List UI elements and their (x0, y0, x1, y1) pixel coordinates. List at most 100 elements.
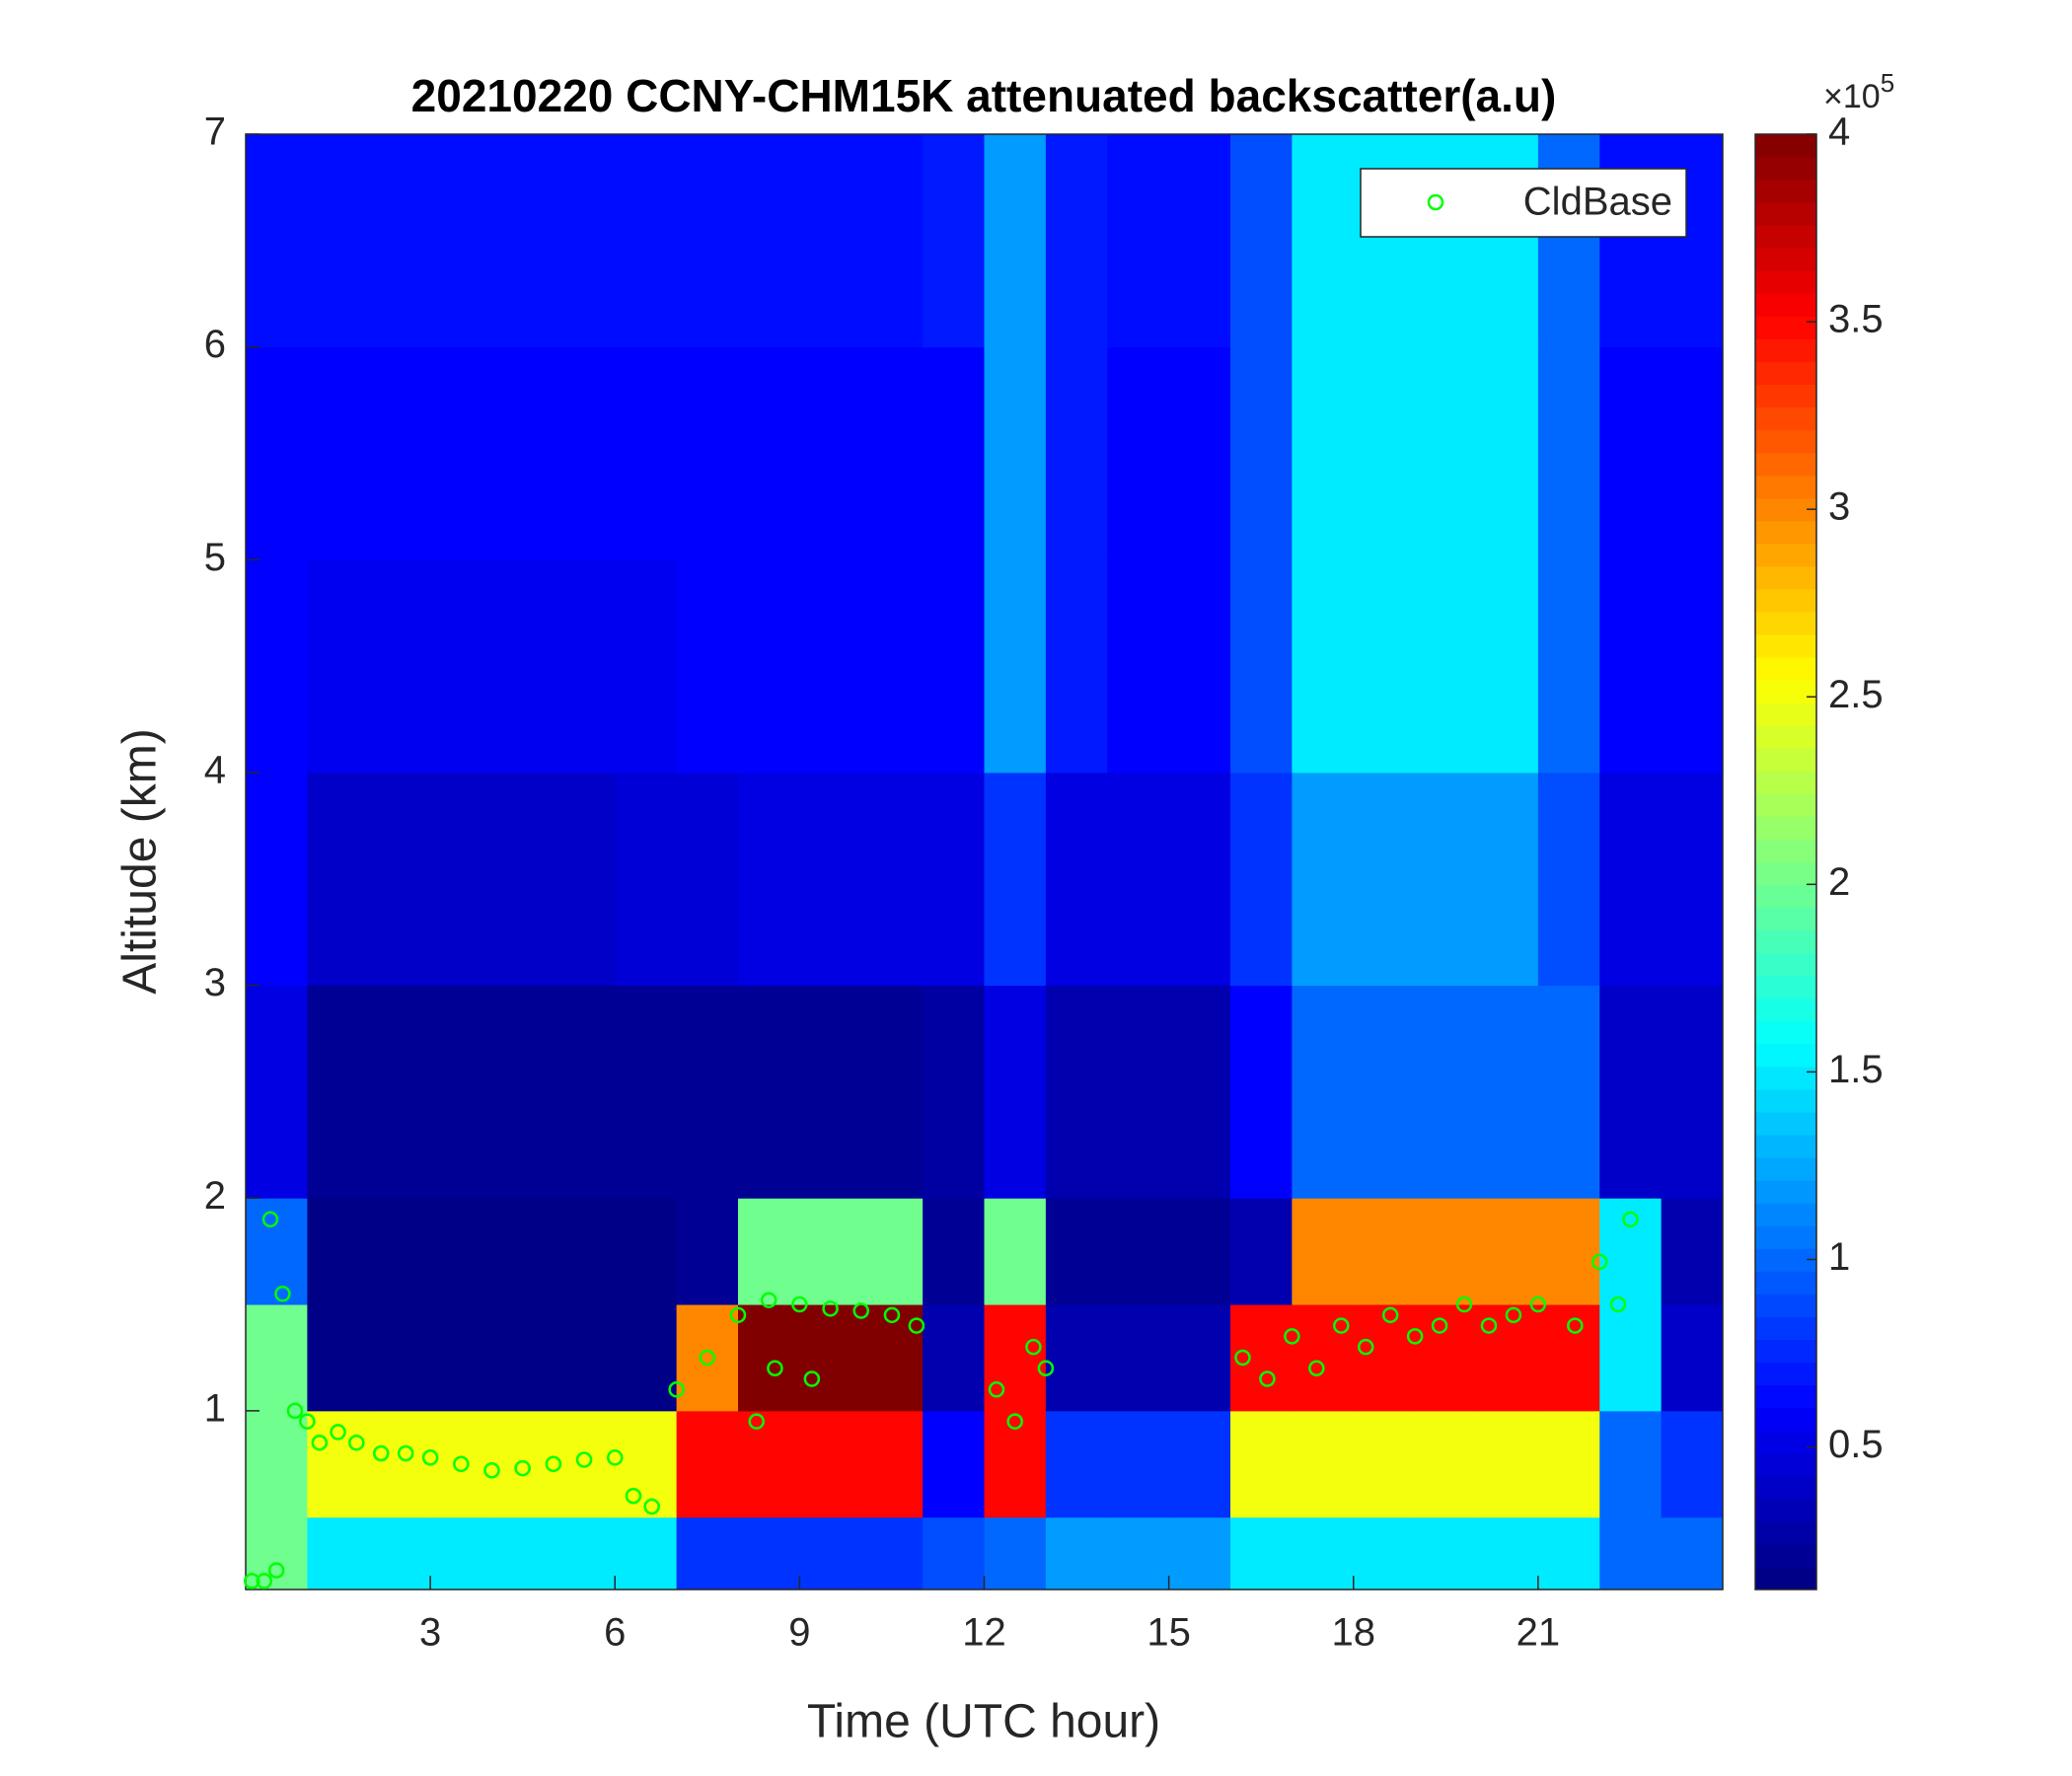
heatmap-cell (307, 346, 370, 560)
heatmap-cell (307, 1198, 370, 1305)
heatmap-cell (615, 559, 678, 774)
heatmap-cell (368, 134, 431, 348)
heatmap-cell (676, 1304, 739, 1412)
heatmap-cell (799, 559, 862, 774)
heatmap-cell (1045, 134, 1108, 348)
heatmap-cell (1415, 985, 1477, 1199)
heatmap-cell (1292, 772, 1355, 987)
heatmap-cell (984, 134, 1047, 348)
cloud-base-point (908, 1317, 925, 1334)
heatmap-cell (1476, 134, 1539, 348)
cloud-base-point (1284, 1328, 1300, 1345)
colorbar-swatch (1755, 771, 1816, 794)
heatmap-cell (307, 1517, 370, 1591)
heatmap-cell (738, 559, 800, 774)
colorbar-swatch (1755, 816, 1816, 840)
heatmap-cell (615, 1304, 678, 1412)
cloud-base-point (243, 1573, 260, 1590)
heatmap-cell (1168, 346, 1231, 560)
heatmap-cell (738, 772, 800, 987)
heatmap-cell (1292, 1410, 1355, 1518)
heatmap-cell (1537, 985, 1600, 1199)
cloud-base-point (748, 1413, 765, 1430)
heatmap-cell (430, 1517, 492, 1591)
cloud-base-point (699, 1349, 716, 1367)
heatmap-cell (1107, 772, 1170, 987)
heatmap-cell (1230, 134, 1293, 348)
heatmap-cell (430, 985, 492, 1199)
heatmap-cell (676, 1198, 739, 1305)
colorbar-swatch (1755, 907, 1816, 931)
heatmap-cell (1537, 1198, 1600, 1305)
heatmap-cell (1476, 985, 1539, 1199)
colorbar-swatch (1755, 202, 1816, 226)
heatmap-cell (860, 772, 924, 987)
cloud-base-point (1406, 1328, 1424, 1345)
heatmap-cell (1599, 1410, 1663, 1518)
heatmap-cell (738, 134, 800, 348)
heatmap-cell (860, 134, 924, 348)
heatmap-cell (984, 1198, 1047, 1305)
colorbar-multiplier-base: ×10 (1823, 78, 1881, 115)
heatmap-cell (1476, 1410, 1539, 1518)
cloud-base-point (1308, 1360, 1325, 1376)
heatmap-cell (491, 1198, 555, 1305)
heatmap-cell (1045, 1198, 1108, 1305)
heatmap-cell (860, 1517, 924, 1591)
cloud-base-point (575, 1451, 593, 1468)
heatmap-cell (368, 985, 431, 1199)
heatmap-cell (738, 985, 800, 1199)
colorbar-swatch (1755, 1316, 1816, 1340)
colorbar-tick-label: 2.5 (1828, 673, 1884, 716)
heatmap-cell (1415, 346, 1477, 560)
heatmap-cell (860, 985, 924, 1199)
heatmap-cell (491, 1517, 555, 1591)
colorbar-swatch (1755, 384, 1816, 408)
heatmap-cell (1599, 1304, 1663, 1412)
cloud-base-point (299, 1413, 316, 1430)
chart-title: 20210220 CCNY-CHM15K attenuated backscat… (411, 70, 1557, 121)
heatmap-cell (1230, 559, 1293, 774)
legend-marker (1427, 193, 1444, 211)
colorbar-swatch (1755, 1498, 1816, 1522)
colorbar-swatch (1755, 657, 1816, 681)
colorbar-swatch (1755, 588, 1816, 613)
y-axis-label: Altitude (km) (114, 728, 167, 994)
heatmap-cell (1292, 346, 1355, 560)
colorbar-exponent: 5 (1881, 68, 1894, 98)
cloud-base-point (1259, 1370, 1276, 1387)
heatmap-cell (1353, 1198, 1416, 1305)
colorbar-swatch (1755, 839, 1816, 862)
heatmap-cell (491, 985, 555, 1199)
heatmap-cell (923, 1304, 985, 1412)
cloud-base-point (1609, 1295, 1627, 1313)
heatmap-cell (1599, 1198, 1663, 1305)
heatmap-cell (676, 134, 739, 348)
heatmap-cell (799, 346, 862, 560)
heatmap-cell (1168, 985, 1231, 1199)
heatmap-cell (368, 1410, 431, 1518)
heatmap-cell (1537, 134, 1600, 348)
colorbar-swatch (1755, 338, 1816, 362)
heatmap-cell (1353, 1410, 1416, 1518)
heatmap-cell (1107, 1410, 1170, 1518)
heatmap-cell (491, 772, 555, 987)
heatmap-cell (984, 559, 1047, 774)
heatmap-cell (1476, 559, 1539, 774)
colorbar-swatch (1755, 634, 1816, 658)
heatmap-cell (799, 985, 862, 1199)
heatmap-cell (1353, 1304, 1416, 1412)
colorbar-swatch (1755, 929, 1816, 954)
heatmap-cell (923, 346, 985, 560)
heatmap-cell (368, 1304, 431, 1412)
colorbar-swatch (1755, 725, 1816, 749)
heatmap-cell (1045, 1304, 1108, 1412)
heatmap-cell (553, 772, 616, 987)
heatmap-cell (1107, 559, 1170, 774)
heatmap-cell (1107, 1304, 1170, 1412)
colorbar-swatch (1755, 1066, 1816, 1090)
heatmap-cell (553, 985, 616, 1199)
colorbar-swatch (1755, 1430, 1816, 1454)
cloud-base-point (729, 1306, 747, 1324)
colorbar-tick-label: 4 (1828, 111, 1850, 154)
